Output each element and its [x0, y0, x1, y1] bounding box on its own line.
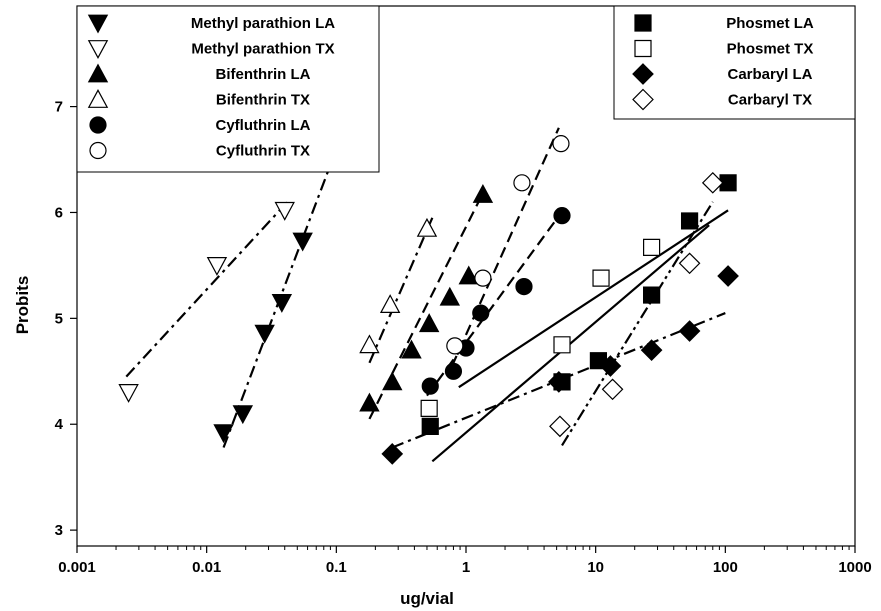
point-phosmet-tx: [420, 399, 438, 417]
point-carbaryl-la: [599, 355, 622, 377]
point-carbaryl-tx: [678, 252, 701, 275]
legend-marker-cyfluthrin-tx: [89, 141, 107, 160]
legend-marker-methyl-parathion-la: [87, 14, 109, 34]
point-phosmet-la: [421, 417, 439, 435]
y-tick-label: 6: [55, 204, 63, 221]
y-axis-title: Probits: [13, 276, 32, 335]
legend-marker-cyfluthrin-la: [89, 116, 107, 134]
legend-top-right: Phosmet LA Phosmet TX Carbaryl LA Carbaryl …: [613, 5, 856, 120]
point-bifenthrin-la: [439, 286, 461, 306]
x-tick-label: 1: [462, 559, 470, 576]
point-cyfluthrin-tx: [513, 174, 531, 192]
point-bifenthrin-la: [382, 371, 403, 391]
point-methyl-parathion-la: [271, 294, 293, 313]
point-methyl-parathion-tx: [206, 256, 228, 276]
x-tick-label: 0.01: [192, 559, 221, 576]
axes: 0.001 0.01 0.1 1 10 100 1000 3 4 5 6 7: [55, 99, 872, 576]
point-phosmet-tx: [553, 336, 571, 354]
y-tick-label: 7: [55, 99, 63, 116]
x-axis-title: ug/vial: [400, 589, 454, 608]
point-carbaryl-tx: [601, 378, 624, 401]
data-markers: [118, 90, 739, 465]
legend-label-carbaryl-tx: Carbaryl TX: [728, 92, 812, 109]
x-tick-label: 0.1: [326, 559, 347, 576]
legend-marker-bifenthrin-la: [87, 63, 109, 83]
point-cyfluthrin-la: [515, 277, 533, 296]
fit-line-cyfluthrin-tx: [451, 127, 560, 367]
point-bifenthrin-la: [472, 184, 494, 203]
y-tick-label: 5: [55, 310, 63, 327]
point-phosmet-la: [643, 286, 661, 304]
point-carbaryl-la: [381, 443, 404, 465]
legend-box: [76, 5, 380, 173]
x-tick-label: 0.001: [58, 559, 96, 576]
point-methyl-parathion-tx: [274, 201, 295, 221]
point-carbaryl-tx: [549, 415, 571, 438]
point-cyfluthrin-la: [472, 304, 490, 322]
fit-line-bifenthrin-tx: [368, 217, 434, 364]
point-phosmet-tx: [592, 269, 610, 287]
point-cyfluthrin-tx: [446, 337, 464, 355]
point-methyl-parathion-la: [254, 324, 275, 344]
y-tick-label: 4: [55, 416, 64, 433]
legend-label-bifenthrin-tx: Bifenthrin TX: [216, 92, 310, 109]
point-carbaryl-la: [640, 339, 663, 361]
legend-label-methyl-parathion-la: Methyl parathion LA: [191, 15, 335, 32]
legend-marker-phosmet-tx: [634, 39, 652, 58]
point-bifenthrin-la: [401, 339, 422, 359]
point-methyl-parathion-la: [213, 424, 234, 444]
point-bifenthrin-tx: [379, 294, 401, 314]
point-cyfluthrin-la: [444, 362, 463, 380]
point-bifenthrin-la: [418, 313, 440, 333]
legend-label-phosmet-tx: Phosmet TX: [727, 41, 814, 58]
legend-marker-bifenthrin-tx: [87, 89, 109, 108]
legend-label-phosmet-la: Phosmet LA: [726, 15, 814, 32]
point-bifenthrin-tx: [359, 334, 380, 354]
legend-label-cyfluthrin-tx: Cyfluthrin TX: [216, 143, 310, 160]
fit-line-methyl-parathion-tx: [125, 201, 289, 378]
legend-marker-carbaryl-la: [632, 63, 654, 85]
point-carbaryl-la: [678, 320, 701, 342]
point-methyl-parathion-la: [232, 405, 254, 425]
legend-box: [613, 5, 856, 120]
legend-label-bifenthrin-la: Bifenthrin LA: [216, 66, 311, 83]
x-tick-label: 1000: [838, 559, 871, 576]
point-cyfluthrin-la: [421, 377, 439, 395]
legend-marker-phosmet-la: [634, 14, 652, 32]
point-methyl-parathion-tx: [118, 384, 139, 403]
fit-line-phosmet-tx: [458, 209, 729, 389]
legend-label-cyfluthrin-la: Cyfluthrin LA: [216, 117, 311, 134]
point-cyfluthrin-tx: [474, 269, 492, 287]
point-cyfluthrin-la: [553, 207, 571, 225]
point-carbaryl-la: [547, 371, 570, 393]
y-tick-label: 3: [55, 522, 63, 539]
legend-marker-methyl-parathion-tx: [87, 40, 109, 59]
point-bifenthrin-la: [359, 392, 380, 412]
fit-line-phosmet-la: [431, 224, 710, 463]
point-bifenthrin-tx: [416, 217, 438, 237]
legend-label-carbaryl-la: Carbaryl LA: [727, 66, 812, 83]
point-phosmet-tx: [643, 238, 661, 257]
legend-label-methyl-parathion-tx: Methyl parathion TX: [191, 41, 334, 58]
point-bifenthrin-la: [458, 265, 479, 285]
x-tick-label: 10: [587, 559, 604, 576]
fit-line-carbaryl-tx: [561, 201, 714, 446]
legend-marker-carbaryl-tx: [632, 88, 654, 111]
point-carbaryl-la: [717, 265, 739, 287]
point-methyl-parathion-la: [292, 232, 313, 252]
point-carbaryl-tx: [701, 171, 724, 194]
x-tick-label: 100: [713, 559, 738, 576]
point-cyfluthrin-tx: [552, 135, 570, 153]
legend-top-left: Methyl parathion LA Methyl parathion TX Bi…: [76, 5, 380, 173]
point-phosmet-la: [680, 212, 699, 230]
